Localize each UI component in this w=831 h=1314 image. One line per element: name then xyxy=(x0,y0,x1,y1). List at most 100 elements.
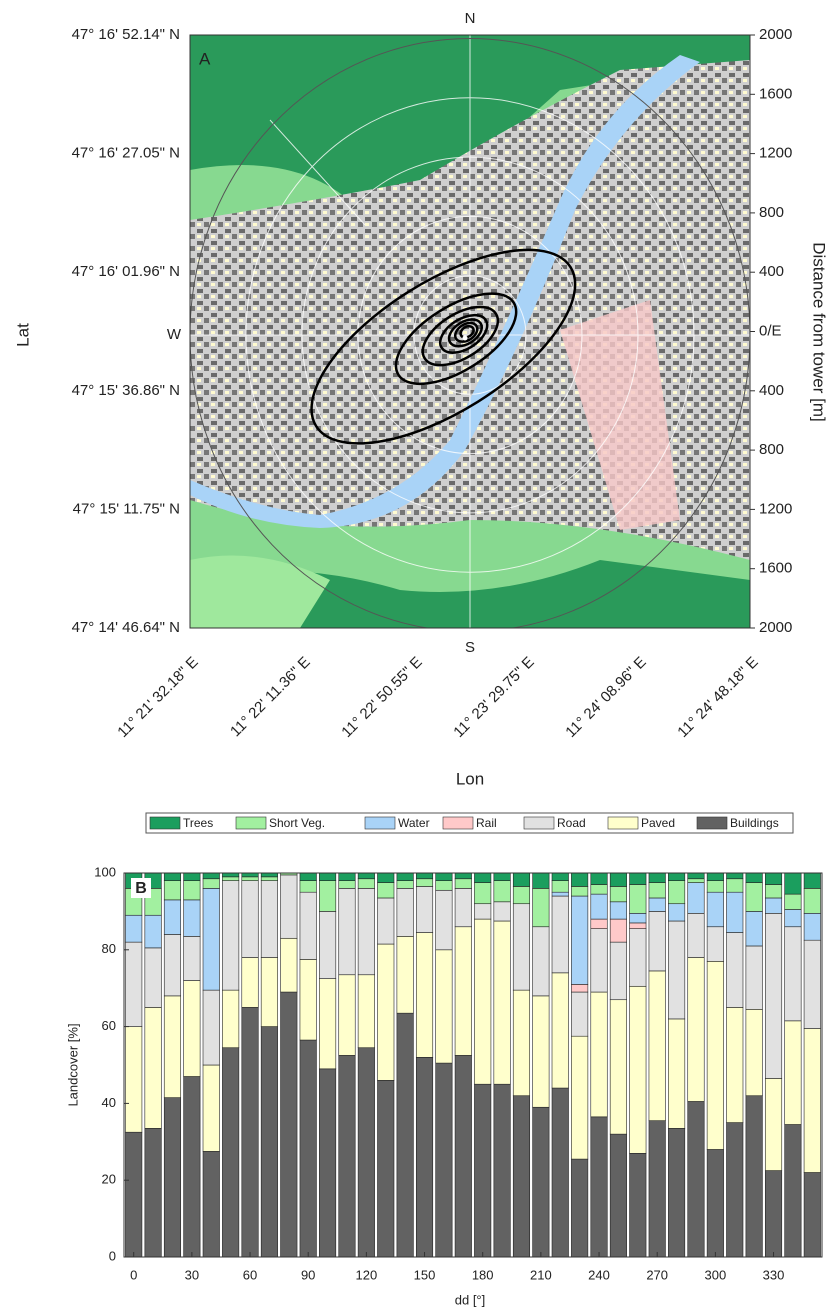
bar-segment xyxy=(319,1069,335,1257)
distance-label: 2000 xyxy=(759,619,792,636)
distance-label: 800 xyxy=(759,204,784,221)
legend-label: Short Veg. xyxy=(269,816,325,830)
bar-segment xyxy=(474,873,490,883)
bar-segment xyxy=(125,1027,141,1133)
distance-label: 400 xyxy=(759,382,784,399)
bar-segment xyxy=(358,1048,374,1257)
bar-segment xyxy=(416,873,432,879)
bar-segment xyxy=(513,1096,529,1257)
bar-segment xyxy=(513,886,529,903)
bar-segment xyxy=(358,888,374,974)
bar-segment xyxy=(300,959,316,1040)
bar-segment xyxy=(300,892,316,959)
bar-segment xyxy=(242,873,258,877)
bar-segment xyxy=(164,996,180,1098)
bar-segment xyxy=(707,881,723,893)
bar-segment xyxy=(145,1128,161,1257)
bar-segment xyxy=(746,911,762,946)
bar-segment xyxy=(184,936,200,980)
bar-segment xyxy=(339,975,355,1056)
bar-segment xyxy=(630,923,646,929)
bar-segment xyxy=(281,875,297,938)
bar-segment xyxy=(785,927,801,1021)
bar-segment xyxy=(591,1117,607,1257)
bar-segment xyxy=(455,873,471,879)
legend-label: Rail xyxy=(476,816,497,830)
bar-segment xyxy=(610,919,626,942)
bar-segment xyxy=(533,1107,549,1257)
map xyxy=(190,35,750,632)
bar-segment xyxy=(649,898,665,911)
legend-swatch xyxy=(697,817,727,829)
bar-segment xyxy=(416,886,432,932)
bar-segment xyxy=(804,913,820,940)
bar-segment xyxy=(184,981,200,1077)
legend-label: Buildings xyxy=(730,816,779,830)
distance-label: 1200 xyxy=(759,145,792,162)
legend-swatch xyxy=(365,817,395,829)
bar-segment xyxy=(164,1098,180,1257)
bar-segment xyxy=(261,1027,277,1257)
legend-label: Paved xyxy=(641,816,675,830)
bar-segment xyxy=(378,873,394,883)
bar-segment xyxy=(494,873,510,881)
bar-segment xyxy=(203,879,219,889)
lon-label: 11° 24' 48.18" E xyxy=(674,654,761,741)
bar-segment xyxy=(804,1029,820,1173)
bar-segment xyxy=(552,873,568,881)
bar-segment xyxy=(707,873,723,881)
bar-segment xyxy=(319,911,335,978)
legend-swatch xyxy=(150,817,180,829)
bar-segment xyxy=(630,986,646,1153)
bar-segment xyxy=(571,896,587,984)
bar-segment xyxy=(785,873,801,894)
y-tick-label: 100 xyxy=(94,864,116,879)
x-tick-label: 330 xyxy=(763,1267,785,1282)
legend-swatch xyxy=(236,817,266,829)
bar-segment xyxy=(727,933,743,1008)
bar-segment xyxy=(552,896,568,973)
bar-segment xyxy=(261,881,277,958)
distance-label: 0/E xyxy=(759,322,782,339)
bar-segment xyxy=(455,879,471,889)
compass-south: S xyxy=(465,639,475,656)
bar-segment xyxy=(319,979,335,1069)
bar-segment xyxy=(494,921,510,1084)
distance-label: 1600 xyxy=(759,560,792,577)
bar-segment xyxy=(261,957,277,1026)
bar-segment xyxy=(378,944,394,1080)
bar-segment xyxy=(552,881,568,893)
bar-segment xyxy=(727,892,743,932)
x-axis-label: dd [°] xyxy=(455,1292,486,1307)
bar-segment xyxy=(242,957,258,1007)
bar-segment xyxy=(649,1121,665,1257)
bar-segment xyxy=(688,879,704,883)
bar-segment xyxy=(785,1021,801,1125)
y-axis-label: Lat xyxy=(13,323,32,347)
bar-segment xyxy=(688,873,704,879)
bar-segment xyxy=(571,984,587,992)
bar-segment xyxy=(649,971,665,1121)
bar-segment xyxy=(533,996,549,1107)
bar-segment xyxy=(668,873,684,881)
bar-segment xyxy=(145,915,161,948)
bar-segment xyxy=(436,1063,452,1257)
bar-segment xyxy=(707,961,723,1149)
bar-segment xyxy=(494,1084,510,1257)
bar-segment xyxy=(707,892,723,927)
compass-north: N xyxy=(465,10,476,27)
bar-segment xyxy=(319,873,335,881)
bar-segment xyxy=(222,1048,238,1257)
bar-segment xyxy=(591,885,607,895)
bar-segment xyxy=(571,1036,587,1159)
lon-label: 11° 23' 29.75" E xyxy=(450,654,537,741)
bar-segment xyxy=(707,927,723,962)
bar-segment xyxy=(203,873,219,879)
bar-segment xyxy=(746,883,762,912)
bar-segment xyxy=(203,990,219,1065)
bar-segment xyxy=(397,936,413,1013)
bar-segment xyxy=(358,975,374,1048)
bar-segment xyxy=(474,883,490,904)
x-tick-label: 210 xyxy=(530,1267,552,1282)
bar-segment xyxy=(707,1149,723,1257)
